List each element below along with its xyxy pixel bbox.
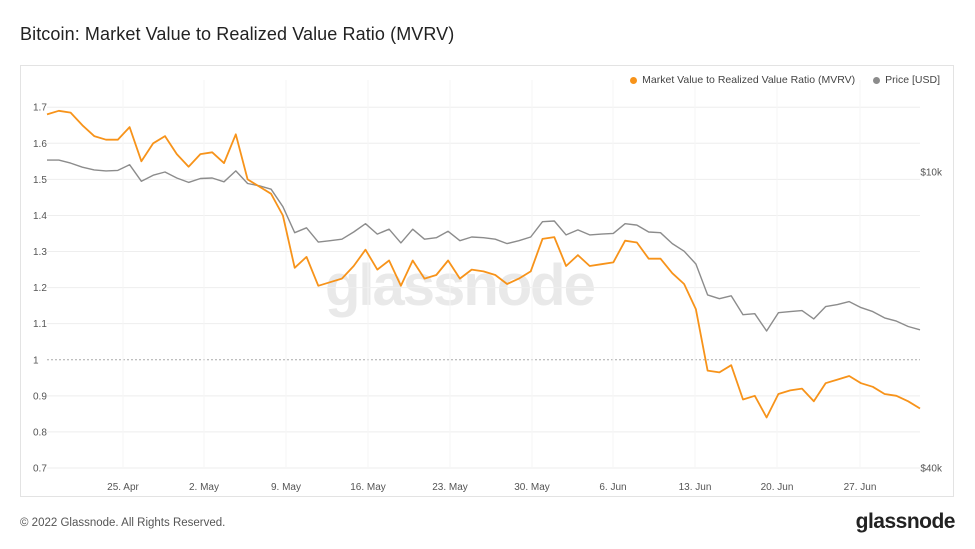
x-tick-label: 27. Jun: [844, 482, 877, 493]
x-tick-label: 13. Jun: [679, 482, 712, 493]
legend-dot-price: [873, 76, 881, 84]
copyright-text: © 2022 Glassnode. All Rights Reserved.: [20, 517, 226, 529]
y-tick-label: 1.2: [33, 283, 47, 294]
legend-item-price[interactable]: Price [USD]: [873, 74, 940, 86]
y-tick-label: 1.5: [33, 175, 47, 186]
x-tick-label: 16. May: [350, 482, 386, 493]
y-tick-label: 1.1: [33, 319, 47, 330]
x-tick-label: 2. May: [189, 482, 219, 493]
y-tick-label: 1.3: [33, 247, 47, 258]
chart-frame: [20, 65, 954, 497]
x-tick-label: 23. May: [432, 482, 468, 493]
legend-item-mvrv[interactable]: Market Value to Realized Value Ratio (MV…: [630, 74, 855, 86]
x-tick-label: 9. May: [271, 482, 301, 493]
x-tick-label: 30. May: [514, 482, 550, 493]
y-tick-label: 0.8: [33, 427, 47, 438]
y-tick-label: 1.6: [33, 139, 47, 150]
tick-labels: 0.7 0.8 0.9 1 1.1 1.2 1.3 1.4 1.5 1.6 1.7 25. Apr 2.…: [33, 103, 943, 493]
x-tick-label: 6. Jun: [599, 482, 626, 493]
watermark: glassnode: [325, 253, 596, 318]
x-tick-label: 25. Apr: [107, 482, 139, 493]
right-axis-label: $40k: [920, 464, 943, 475]
right-axis-label: $10k: [920, 168, 943, 179]
price-line: [47, 159, 921, 332]
legend-label-mvrv: Market Value to Realized Value Ratio (MV…: [642, 74, 856, 86]
y-tick-label: 1: [33, 355, 39, 366]
legend: Market Value to Realized Value Ratio (MV…: [630, 74, 940, 86]
glassnode-logo[interactable]: glassnode: [855, 510, 956, 533]
y-tick-label: 1.4: [33, 211, 47, 222]
grid-lines: [47, 80, 920, 469]
x-tick-label: 20. Jun: [761, 482, 794, 493]
y-tick-label: 0.7: [33, 464, 47, 475]
legend-dot-mvrv: [630, 76, 638, 84]
series-lines: [46, 109, 921, 419]
mvrv-line: [46, 109, 921, 419]
y-tick-label: 0.9: [33, 391, 47, 402]
chart-title: Bitcoin: Market Value to Realized Value …: [20, 24, 455, 44]
legend-label-price: Price [USD]: [885, 74, 940, 86]
y-tick-label: 1.7: [33, 103, 47, 114]
